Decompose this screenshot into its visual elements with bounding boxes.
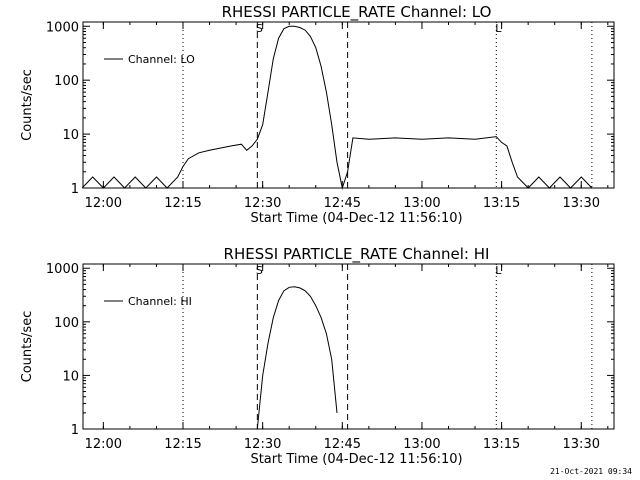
- y-tick-label: 1000: [46, 262, 79, 277]
- y-tick-label: 100: [54, 74, 79, 89]
- series-line: [81, 25, 593, 190]
- plot-frame: [82, 21, 615, 189]
- x-tick-label: 13:15: [483, 196, 520, 211]
- marker-label: S: [256, 264, 263, 277]
- x-tick-label: 12:30: [244, 437, 281, 452]
- y-axis-label: Counts/sec: [20, 311, 35, 383]
- y-tick-label: 100: [54, 316, 79, 331]
- chart-title: RHESSI PARTICLE_RATE Channel: HI: [224, 245, 490, 264]
- y-tick-label: 10: [62, 128, 79, 143]
- y-axis-label: Counts/sec: [20, 69, 35, 141]
- x-tick-label: 12:00: [85, 196, 122, 211]
- x-tick-label: 13:30: [563, 196, 600, 211]
- timestamp-stamp: 21-Oct-2021 09:34: [550, 467, 632, 476]
- x-tick-label: 13:15: [483, 437, 520, 452]
- y-tick-label: 1: [71, 423, 79, 438]
- x-axis-label: Start Time (04-Dec-12 11:56:10): [250, 211, 462, 226]
- x-tick-label: 12:15: [164, 196, 201, 211]
- plot-frame: [82, 263, 615, 430]
- x-tick-label: 12:15: [164, 437, 201, 452]
- marker-label: L: [495, 22, 502, 35]
- legend-entry: Channel: LO: [128, 53, 195, 66]
- x-tick-label: 12:00: [85, 437, 122, 452]
- y-tick-label: 10: [62, 369, 79, 384]
- series-line: [256, 286, 338, 430]
- x-axis-label: Start Time (04-Dec-12 11:56:10): [250, 452, 462, 467]
- x-tick-label: 13:00: [403, 196, 440, 211]
- x-tick-label: 12:45: [324, 437, 361, 452]
- chart-panel-0: RHESSI PARTICLE_RATE Channel: LO 12:00 12:…: [20, 3, 615, 226]
- marker-label: L: [495, 264, 502, 277]
- y-tick-label: 1000: [46, 20, 79, 35]
- chart-panel-1: RHESSI PARTICLE_RATE Channel: HI 12:00 12:…: [20, 245, 615, 467]
- x-tick-label: 13:30: [563, 437, 600, 452]
- legend-entry: Channel: HI: [128, 295, 192, 308]
- x-tick-label: 12:45: [324, 196, 361, 211]
- x-tick-label: 13:00: [403, 437, 440, 452]
- chart-title: RHESSI PARTICLE_RATE Channel: LO: [222, 3, 492, 22]
- marker-label: S: [256, 22, 263, 35]
- x-tick-label: 12:30: [244, 196, 281, 211]
- y-tick-label: 1: [71, 182, 79, 197]
